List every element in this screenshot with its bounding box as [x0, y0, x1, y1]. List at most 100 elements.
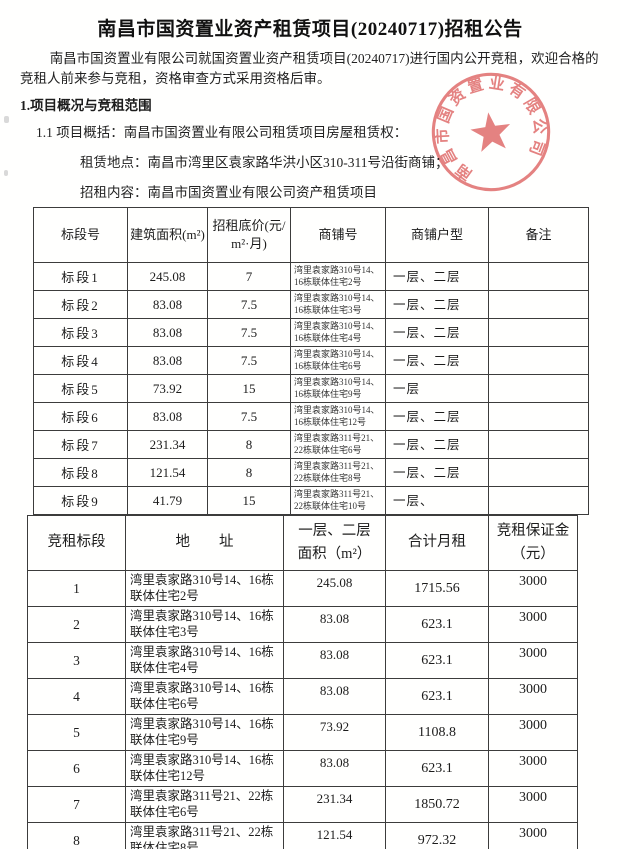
- table-cell: 湾里袁家路310号14、16栋联体住宅9号: [125, 714, 284, 751]
- table-cell: 3000: [488, 678, 578, 715]
- table-cell: 83.08: [127, 402, 208, 431]
- table-cell: [488, 458, 589, 487]
- table-cell: 231.34: [283, 786, 386, 823]
- table-row: 3 湾里袁家路310号14、16栋联体住宅4号 83.08 623.1 3000: [27, 642, 578, 679]
- table-cell: 一层、二层: [385, 290, 489, 319]
- table-cell: 7.5: [207, 318, 291, 347]
- table-row: 标段2 83.08 7.5 湾里袁家路310号14、16栋联体住宅3号 一层、二层: [33, 290, 589, 319]
- table-cell: 3: [27, 642, 126, 679]
- col-header-shop-no: 商铺号: [290, 207, 386, 263]
- table-cell: 3000: [488, 714, 578, 751]
- table-cell: 标段5: [33, 374, 128, 403]
- table-cell: 湾里袁家路310号14、16栋联体住宅12号: [125, 750, 284, 787]
- table-cell: 83.08: [127, 290, 208, 319]
- table-cell: 15: [207, 374, 291, 403]
- table-cell: 1: [27, 570, 126, 607]
- table-cell: 83.08: [283, 678, 386, 715]
- sections-overview-table: 标段号 建筑面积(m²) 招租底价(元/ m²·月) 商铺号 商铺户型 备注 标…: [33, 207, 589, 515]
- table-cell: 湾里袁家路310号14、16栋联体住宅3号: [290, 290, 386, 319]
- table-cell: [488, 290, 589, 319]
- table-row: 标段4 83.08 7.5 湾里袁家路310号14、16栋联体住宅6号 一层、二层: [33, 346, 589, 375]
- table-cell: 623.1: [385, 606, 489, 643]
- table-cell: 标段2: [33, 290, 128, 319]
- table-row: 5 湾里袁家路310号14、16栋联体住宅9号 73.92 1108.8 3000: [27, 714, 578, 751]
- table-row: 6 湾里袁家路310号14、16栋联体住宅12号 83.08 623.1 3000: [27, 750, 578, 787]
- table-cell: 标段7: [33, 430, 128, 459]
- table-cell: 1850.72: [385, 786, 489, 823]
- table-cell: 一层、: [385, 486, 489, 515]
- table-row: 标段7 231.34 8 湾里袁家路311号21、22栋联体住宅6号 一层、二层: [33, 430, 589, 459]
- table-cell: 7: [207, 262, 291, 291]
- table-cell: 标段9: [33, 486, 128, 515]
- lease-content-line: 招租内容：南昌市国资置业有限公司资产租赁项目: [80, 185, 377, 200]
- table-cell: 一层、二层: [385, 402, 489, 431]
- table-cell: 4: [27, 678, 126, 715]
- table-cell: [488, 430, 589, 459]
- table-cell: 一层、二层: [385, 430, 489, 459]
- table-cell: 湾里袁家路310号14、16栋联体住宅6号: [125, 678, 284, 715]
- table-header-row: 标段号 建筑面积(m²) 招租底价(元/ m²·月) 商铺号 商铺户型 备注: [33, 207, 589, 263]
- table-cell: 83.08: [283, 606, 386, 643]
- table-cell: 972.32: [385, 822, 489, 849]
- table-cell: 3000: [488, 750, 578, 787]
- table-cell: [488, 486, 589, 515]
- table-row: 标段1 245.08 7 湾里袁家路310号14、16栋联体住宅2号 一层、二层: [33, 262, 589, 291]
- table-row: 标段8 121.54 8 湾里袁家路311号21、22栋联体住宅8号 一层、二层: [33, 458, 589, 487]
- col-header-remarks: 备注: [488, 207, 589, 263]
- table-row: 标段9 41.79 15 湾里袁家路311号21、22栋联体住宅10号 一层、: [33, 486, 589, 515]
- table-row: 1 湾里袁家路310号14、16栋联体住宅2号 245.08 1715.56 3000: [27, 570, 578, 607]
- table-cell: 231.34: [127, 430, 208, 459]
- table-cell: 15: [207, 486, 291, 515]
- col-header-shop-type: 商铺户型: [385, 207, 489, 263]
- col-header-building-area: 建筑面积(m²): [127, 207, 208, 263]
- table-cell: 83.08: [283, 642, 386, 679]
- table-row: 2 湾里袁家路310号14、16栋联体住宅3号 83.08 623.1 3000: [27, 606, 578, 643]
- table-cell: 湾里袁家路310号14、16栋联体住宅3号: [125, 606, 284, 643]
- table-cell: 标段1: [33, 262, 128, 291]
- table-cell: 83.08: [127, 346, 208, 375]
- table-cell: [488, 262, 589, 291]
- table-cell: 121.54: [127, 458, 208, 487]
- table-row: 标段6 83.08 7.5 湾里袁家路310号14、16栋联体住宅12号 一层、二层: [33, 402, 589, 431]
- table-cell: 83.08: [127, 318, 208, 347]
- table-cell: 湾里袁家路311号21、22栋联体住宅8号: [125, 822, 284, 849]
- bidding-deposit-table: 竞租标段 地 址 一层、二层 面积（m²） 合计月租 竞租保证金 （元） 1 湾里…: [27, 515, 578, 849]
- table-cell: 湾里袁家路310号14、16栋联体住宅2号: [125, 570, 284, 607]
- table-cell: 7.5: [207, 290, 291, 319]
- table-cell: 623.1: [385, 642, 489, 679]
- table-cell: 8: [207, 430, 291, 459]
- col-header-section-no: 标段号: [33, 207, 128, 263]
- col-header-address: 地 址: [125, 515, 284, 571]
- table-cell: 3000: [488, 786, 578, 823]
- table-cell: [488, 374, 589, 403]
- intro-paragraph: 南昌市国资置业有限公司就国资置业资产租赁项目(20240717)进行国内公开竞租…: [20, 51, 599, 86]
- table-cell: 7.5: [207, 346, 291, 375]
- table-cell: 245.08: [127, 262, 208, 291]
- table-cell: 湾里袁家路310号14、16栋联体住宅2号: [290, 262, 386, 291]
- table-cell: 3000: [488, 642, 578, 679]
- table-cell: 湾里袁家路310号14、16栋联体住宅6号: [290, 346, 386, 375]
- table-cell: 一层、二层: [385, 458, 489, 487]
- section-1-heading: 1.项目概况与竞租范围: [20, 98, 152, 113]
- table-cell: [488, 402, 589, 431]
- table-cell: 标段3: [33, 318, 128, 347]
- table-cell: 73.92: [127, 374, 208, 403]
- table-cell: 1715.56: [385, 570, 489, 607]
- table-cell: 7: [27, 786, 126, 823]
- col-header-monthly-rent: 合计月租: [385, 515, 489, 571]
- table-cell: 7.5: [207, 402, 291, 431]
- table-cell: 一层、二层: [385, 318, 489, 347]
- table-cell: [488, 346, 589, 375]
- table-cell: [488, 318, 589, 347]
- col-header-base-price: 招租底价(元/ m²·月): [207, 207, 291, 263]
- table-row: 8 湾里袁家路311号21、22栋联体住宅8号 121.54 972.32 3000: [27, 822, 578, 849]
- table-cell: 湾里袁家路310号14、16栋联体住宅4号: [290, 318, 386, 347]
- scan-artifact: [4, 116, 9, 123]
- table-cell: 121.54: [283, 822, 386, 849]
- table-cell: 湾里袁家路311号21、22栋联体住宅6号: [290, 430, 386, 459]
- table-cell: 73.92: [283, 714, 386, 751]
- table-row: 标段5 73.92 15 湾里袁家路310号14、16栋联体住宅9号 一层: [33, 374, 589, 403]
- table-cell: 83.08: [283, 750, 386, 787]
- table-cell: 标段6: [33, 402, 128, 431]
